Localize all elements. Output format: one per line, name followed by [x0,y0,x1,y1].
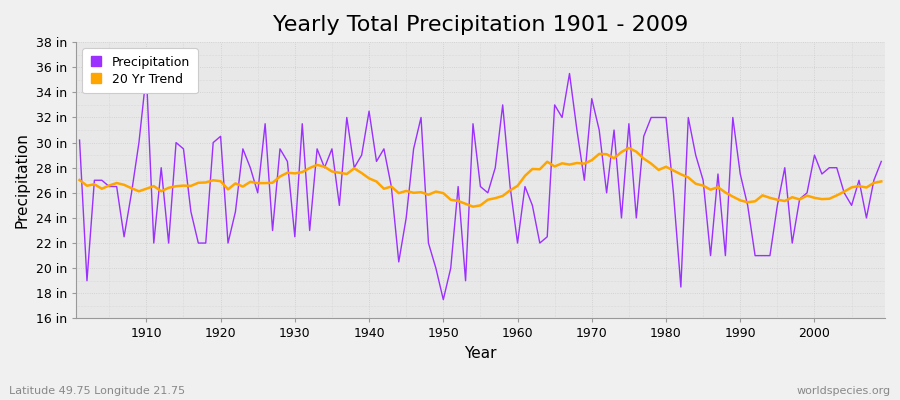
Text: Latitude 49.75 Longitude 21.75: Latitude 49.75 Longitude 21.75 [9,386,185,396]
Precipitation [133,140,144,145]
20 Yr Trend [876,179,886,184]
20 Yr Trend [624,146,634,150]
Line: 20 Yr Trend: 20 Yr Trend [79,148,881,207]
20 Yr Trend [519,174,530,178]
20 Yr Trend [512,184,523,188]
X-axis label: Year: Year [464,346,497,361]
Precipitation [438,297,449,302]
Y-axis label: Precipitation: Precipitation [15,132,30,228]
Line: Precipitation: Precipitation [79,74,881,300]
Title: Yearly Total Precipitation 1901 - 2009: Yearly Total Precipitation 1901 - 2009 [273,15,688,35]
20 Yr Trend [341,172,352,176]
Precipitation [349,165,360,170]
Precipitation [519,184,530,189]
Precipitation [141,71,152,76]
20 Yr Trend [297,170,308,174]
20 Yr Trend [74,178,85,182]
Text: worldspecies.org: worldspecies.org [796,386,891,396]
20 Yr Trend [133,189,144,194]
Precipitation [527,203,538,208]
Precipitation [616,216,627,220]
20 Yr Trend [468,204,479,209]
Precipitation [304,228,315,233]
20 Yr Trend [608,156,619,161]
Precipitation [876,159,886,164]
Legend: Precipitation, 20 Yr Trend: Precipitation, 20 Yr Trend [82,48,198,93]
Precipitation [74,138,85,142]
